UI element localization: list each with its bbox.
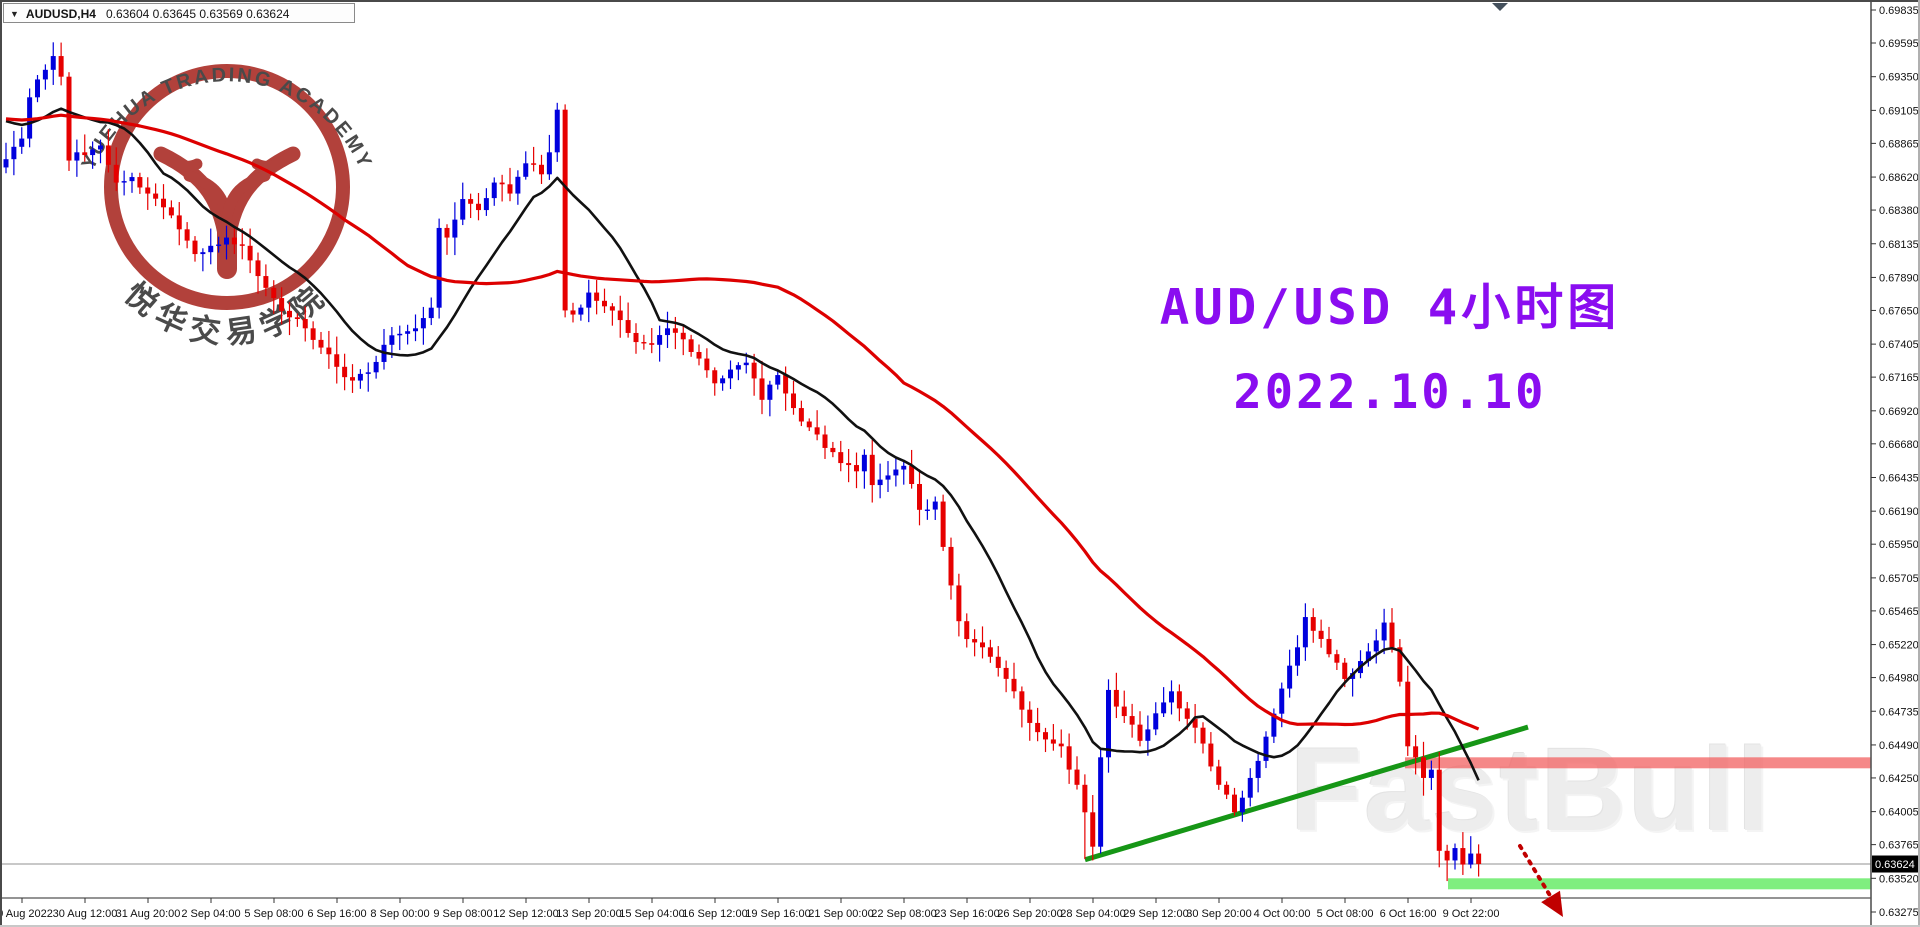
price-tick-label: 0.64250: [1879, 773, 1919, 785]
ma-slow-line: [5, 113, 1480, 731]
current-price-box: [1872, 855, 1919, 873]
time-tick-label: 22 Sep 08:00: [871, 908, 936, 920]
price-tick-label: 0.64490: [1879, 740, 1919, 752]
window-border-left: [0, 0, 2, 927]
time-tick-label: 6 Oct 16:00: [1380, 908, 1437, 920]
price-tick-label: 0.69350: [1879, 72, 1919, 84]
dropdown-arrow-icon[interactable]: ▼: [10, 9, 19, 19]
chart-annotation: AUD/USD 4小时图 2022.10.10: [1110, 268, 1670, 420]
price-tick-label: 0.67890: [1879, 272, 1919, 284]
price-tick-label: 0.69105: [1879, 105, 1919, 117]
time-tick-label: 31 Aug 20:00: [116, 908, 181, 920]
symbol-period-label: AUDUSD,H4: [25, 7, 96, 21]
price-tick-label: 0.64735: [1879, 706, 1919, 718]
time-tick-label: 9 Sep 08:00: [433, 908, 492, 920]
support-zone[interactable]: [1448, 878, 1871, 890]
logo-ring: [104, 64, 350, 310]
time-tick-label: 2 Sep 04:00: [181, 908, 240, 920]
price-tick-label: 0.68620: [1879, 172, 1919, 184]
time-tick-label: 23 Sep 16:00: [934, 908, 999, 920]
annotation-date: 2022.10.10: [1233, 365, 1547, 420]
candles: [3, 42, 1482, 882]
time-tick-label: 12 Sep 12:00: [493, 908, 558, 920]
time-tick-label: 16 Sep 12:00: [682, 908, 747, 920]
price-tick-label: 0.63520: [1879, 873, 1919, 885]
price-tick-label: 0.67165: [1879, 372, 1919, 384]
price-tick-label: 0.66435: [1879, 473, 1919, 485]
time-tick-label: 19 Sep 16:00: [745, 908, 810, 920]
price-tick-label: 0.66190: [1879, 506, 1919, 518]
price-tick-label: 0.68135: [1879, 239, 1919, 251]
time-tick-label: 9 Oct 22:00: [1443, 908, 1500, 920]
ohlc-values: 0.63604 0.63645 0.63569 0.63624: [105, 7, 290, 21]
price-tick-label: 0.65950: [1879, 539, 1919, 551]
breakdown-arrow-head[interactable]: [1541, 890, 1563, 917]
price-tick-label: 0.64005: [1879, 807, 1919, 819]
price-axis[interactable]: 0.69835 0.69595 0.69350 0.69105 0.68865 0.686…: [1871, 5, 1919, 919]
time-tick-label: 30 Sep 20:00: [1186, 908, 1251, 920]
ascending-trendline[interactable]: [1084, 724, 1529, 863]
fastbull-watermark: FastBull: [1290, 724, 1772, 856]
price-tick-label: 0.65465: [1879, 606, 1919, 618]
price-tick-label: 0.69595: [1879, 38, 1919, 50]
time-tick-label: 29 Aug 2022: [0, 908, 53, 920]
time-tick-label: 6 Sep 16:00: [307, 908, 366, 920]
time-tick-label: 5 Oct 08:00: [1317, 908, 1374, 920]
window-border-top: [0, 0, 1920, 2]
price-tick-label: 0.67650: [1879, 305, 1919, 317]
price-tick-label: 0.66920: [1879, 406, 1919, 418]
time-tick-label: 4 Oct 00:00: [1254, 908, 1311, 920]
window-border-right: [1918, 0, 1920, 927]
time-tick-label: 30 Aug 12:00: [53, 908, 118, 920]
price-tick-label: 0.67405: [1879, 339, 1919, 351]
price-tick-label: 0.68865: [1879, 138, 1919, 150]
price-tick-label: 0.69835: [1879, 5, 1919, 17]
time-tick-label: 29 Sep 12:00: [1123, 908, 1188, 920]
chart-shift-marker-icon[interactable]: [1492, 3, 1508, 11]
price-tick-label: 0.65705: [1879, 573, 1919, 585]
time-tick-label: 8 Sep 00:00: [370, 908, 429, 920]
price-tick-label: 0.63275: [1879, 907, 1919, 919]
price-tick-label: 0.65220: [1879, 640, 1919, 652]
time-tick-label: 15 Sep 04:00: [619, 908, 684, 920]
ohlc-quote-box: ▼ AUDUSD,H4 0.63604 0.63645 0.63569 0.6362…: [3, 3, 355, 23]
window-border-bottom: [0, 925, 1920, 927]
time-tick-label: 26 Sep 20:00: [997, 908, 1062, 920]
price-tick-label: 0.68380: [1879, 205, 1919, 217]
time-tick-label: 5 Sep 08:00: [244, 908, 303, 920]
resistance-zone[interactable]: [1405, 757, 1871, 769]
current-price-label: 0.63624: [1875, 859, 1915, 871]
price-tick-label: 0.64980: [1879, 673, 1919, 685]
time-tick-label: 13 Sep 20:00: [556, 908, 621, 920]
ma-fast-line: [5, 107, 1480, 781]
time-tick-label: 28 Sep 04:00: [1060, 908, 1125, 920]
price-tick-label: 0.66680: [1879, 439, 1919, 451]
annotation-symbol-timeframe: AUD/USD 4小时图: [1159, 279, 1621, 336]
time-tick-label: 21 Sep 00:00: [808, 908, 873, 920]
breakdown-arrow-line[interactable]: [1518, 844, 1557, 906]
price-tick-label: 0.63765: [1879, 840, 1919, 852]
